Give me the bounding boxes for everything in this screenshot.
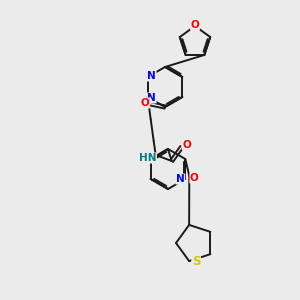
- Text: O: O: [182, 140, 191, 150]
- Text: O: O: [141, 98, 149, 108]
- Text: O: O: [190, 20, 200, 30]
- Text: N: N: [176, 174, 185, 184]
- Text: N: N: [147, 71, 156, 81]
- Text: N: N: [147, 93, 156, 103]
- Text: HN: HN: [139, 153, 156, 163]
- Text: S: S: [192, 255, 200, 268]
- Text: O: O: [190, 173, 199, 183]
